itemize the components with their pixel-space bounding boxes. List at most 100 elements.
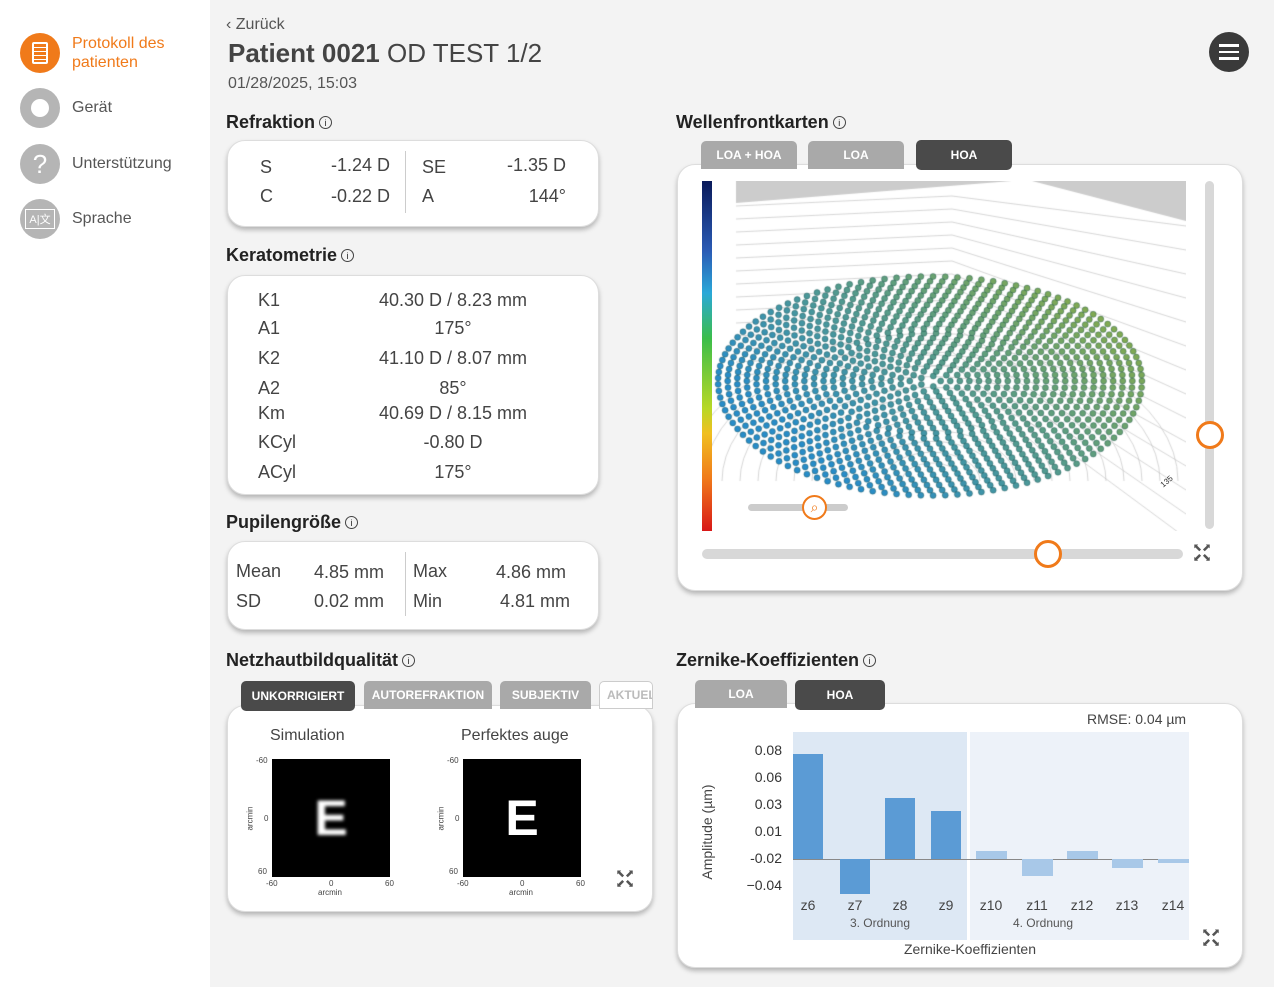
tab-unkorrigiert[interactable]: UNKORRIGIERT (241, 681, 355, 711)
y-tick-label: -0.02 (750, 850, 782, 866)
tab-zernike-hoa[interactable]: HOA (795, 680, 885, 710)
x-tick-label: z8 (892, 897, 908, 913)
bar-z6[interactable] (793, 754, 823, 859)
x-tick-label: z7 (847, 897, 863, 913)
netzhaut-title: Netzhautbildqualität i (226, 650, 415, 671)
bar-z7[interactable] (840, 859, 870, 894)
sidebar-item-sprache[interactable]: A|文 Sprache (20, 199, 132, 239)
kera-value: 85° (439, 378, 467, 398)
x-tick-label: z13 (1115, 897, 1139, 913)
perfect-eye-image: E (463, 759, 581, 877)
bar-z13[interactable] (1112, 859, 1143, 869)
x-tick-label: z9 (938, 897, 954, 913)
tick: -60 (457, 879, 469, 888)
help-icon: ? (20, 144, 60, 184)
bar-z10[interactable] (976, 850, 1007, 859)
wavefront-card: 135 ⌕ ⬉⬈ ⬋⬊ (677, 164, 1243, 591)
info-icon[interactable]: i (863, 654, 877, 667)
tick: 0 (520, 879, 525, 888)
tick: -60 (256, 756, 268, 765)
zoom-slider[interactable] (748, 504, 848, 511)
chevron-left-icon: ‹ (226, 16, 236, 33)
group-label: 4. Ordnung (1012, 916, 1074, 930)
back-link[interactable]: ‹ Zurück (226, 16, 285, 34)
value-s: -1.24 D (330, 155, 390, 175)
bar-z11[interactable] (1022, 859, 1053, 877)
group-label: 3. Ordnung (849, 916, 911, 930)
value-a: 144° (528, 186, 566, 206)
tick: 0 (329, 879, 334, 888)
bar-z14[interactable] (1158, 859, 1189, 864)
kera-label: ACyl (258, 462, 297, 482)
sidebar-item-unterstuetzung[interactable]: ? Unterstützung (20, 144, 172, 184)
y-axis-label: arcmin (245, 806, 255, 831)
kera-label: A1 (258, 318, 281, 338)
horizontal-slider-thumb[interactable] (1034, 540, 1063, 568)
kera-label: K2 (258, 348, 281, 368)
label-min: Min (413, 591, 443, 611)
kera-value: 41.10 D / 8.07 mm (378, 348, 528, 368)
label-a: A (422, 186, 435, 206)
value-se: -1.35 D (506, 155, 566, 175)
info-icon[interactable]: i (319, 116, 333, 129)
letter-e: E (505, 790, 539, 846)
value-min: 4.81 mm (500, 591, 571, 611)
value-sd: 0.02 mm (314, 591, 385, 611)
y-tick-label: 0.08 (754, 742, 782, 758)
test-datetime: 01/28/2025, 15:03 (228, 75, 358, 92)
tick: 0 (264, 814, 269, 823)
tick: -60 (266, 879, 278, 888)
bar-z12[interactable] (1067, 850, 1098, 859)
tab-hoa[interactable]: HOA (916, 140, 1012, 170)
sidebar-item-protokoll[interactable]: Protokoll des patienten (20, 33, 182, 73)
keratometrie-title: Keratometrie i (226, 245, 355, 266)
tick: 0 (455, 814, 460, 823)
label-s: S (260, 157, 273, 177)
wavefront-title: Wellenfrontkarten i (676, 112, 846, 133)
tab-zernike-loa[interactable]: LOA (695, 680, 787, 708)
refraktion-card: S -1.24 D SE -1.35 D C -0.22 D A 144° (227, 140, 599, 227)
kera-value: -0.80 D (423, 432, 483, 452)
tick: 60 (449, 867, 458, 876)
vertical-slider-thumb[interactable] (1196, 421, 1224, 449)
zernike-card: RMSE: 0.04 µm 0.08 0.06 0.03 0.01 -0.02 −0.04… (677, 703, 1243, 968)
tab-aktuell[interactable]: AKTUELL (599, 681, 653, 709)
x-tick-label: z11 (1026, 897, 1048, 913)
expand-icon[interactable]: ⬉⬈ ⬋⬊ (1192, 542, 1212, 564)
tab-subjektiv[interactable]: SUBJEKTIV (500, 681, 591, 709)
y-axis-label: Amplitude (µm) (699, 784, 715, 880)
x-axis-label: arcmin (318, 888, 343, 897)
info-icon[interactable]: i (345, 516, 359, 529)
x-tick-label: z10 (979, 897, 1003, 913)
zoom-icon[interactable]: ⌕ (802, 495, 827, 520)
rmse-value: RMSE: 0.04 µm (1087, 711, 1187, 727)
test-label: OD TEST 1/2 (386, 38, 543, 68)
info-icon[interactable]: i (832, 116, 846, 129)
label-max: Max (413, 561, 448, 581)
zero-line (793, 859, 1189, 860)
bar-z8[interactable] (885, 798, 915, 859)
sidebar-item-geraet[interactable]: Gerät (20, 88, 112, 128)
bar-z9[interactable] (931, 810, 961, 859)
patient-name: Patient 0021 (228, 38, 380, 68)
vertical-slider[interactable] (1196, 181, 1224, 529)
x-tick-label: z14 (1161, 897, 1185, 913)
menu-button[interactable] (1209, 32, 1249, 72)
netzhaut-card: Simulation Perfektes auge E -60 0 60 arc… (227, 705, 653, 912)
horizontal-slider[interactable] (702, 540, 1183, 568)
expand-icon[interactable]: ⬉⬈ ⬋⬊ (1201, 927, 1221, 949)
wavefront-3d-plot[interactable]: 135 ⌕ (702, 181, 1186, 531)
tab-autorefraktion[interactable]: AUTOREFRAKTION (364, 681, 492, 709)
expand-icon[interactable]: ⬉⬈ ⬋⬊ (615, 868, 635, 890)
info-icon[interactable]: i (341, 249, 355, 262)
tick: -60 (447, 756, 459, 765)
tab-loa-hoa[interactable]: LOA + HOA (701, 141, 797, 169)
y-tick-label: −0.04 (746, 877, 782, 893)
tick: 60 (258, 867, 267, 876)
sidebar-item-label: Sprache (72, 210, 132, 227)
value-max: 4.86 mm (496, 562, 567, 582)
keratometrie-card: K1 40.30 D / 8.23 mm A1 175° K2 41.10 D / 8.0… (227, 275, 599, 495)
y-tick-label: 0.03 (754, 796, 782, 812)
info-icon[interactable]: i (402, 654, 415, 667)
tab-loa[interactable]: LOA (808, 141, 904, 169)
